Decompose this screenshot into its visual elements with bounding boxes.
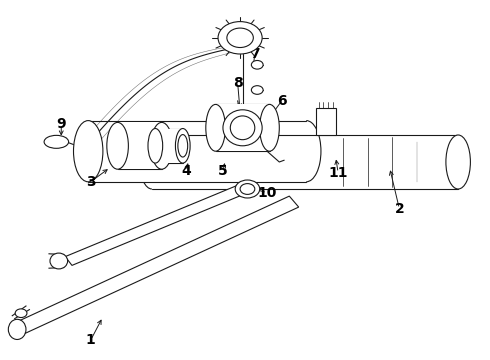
Ellipse shape xyxy=(74,121,103,182)
Text: 7: 7 xyxy=(250,47,260,61)
Polygon shape xyxy=(118,122,162,169)
Polygon shape xyxy=(12,196,299,335)
Ellipse shape xyxy=(44,135,69,148)
Text: 9: 9 xyxy=(56,117,66,131)
Ellipse shape xyxy=(235,180,260,198)
Polygon shape xyxy=(316,108,336,135)
Polygon shape xyxy=(88,121,306,182)
Ellipse shape xyxy=(178,135,188,157)
Ellipse shape xyxy=(8,319,26,339)
Ellipse shape xyxy=(260,104,279,151)
Ellipse shape xyxy=(175,129,190,163)
Polygon shape xyxy=(216,104,270,151)
Ellipse shape xyxy=(151,122,172,169)
Text: 6: 6 xyxy=(277,94,287,108)
Ellipse shape xyxy=(240,184,255,194)
Text: 2: 2 xyxy=(394,202,404,216)
Ellipse shape xyxy=(223,110,262,146)
Text: 3: 3 xyxy=(86,175,96,189)
Polygon shape xyxy=(152,135,458,189)
Ellipse shape xyxy=(251,86,263,94)
Ellipse shape xyxy=(218,22,262,54)
Polygon shape xyxy=(65,185,246,265)
Ellipse shape xyxy=(50,253,68,269)
Polygon shape xyxy=(155,129,183,163)
Ellipse shape xyxy=(206,104,225,151)
Polygon shape xyxy=(251,65,263,90)
Text: 4: 4 xyxy=(181,164,191,178)
Ellipse shape xyxy=(446,135,470,189)
Text: 10: 10 xyxy=(257,186,277,199)
Text: 11: 11 xyxy=(328,166,348,180)
Text: 1: 1 xyxy=(86,333,96,347)
Ellipse shape xyxy=(230,116,255,140)
Text: 5: 5 xyxy=(218,164,228,178)
Ellipse shape xyxy=(148,129,163,163)
Ellipse shape xyxy=(227,28,253,48)
Ellipse shape xyxy=(251,60,263,69)
Text: 8: 8 xyxy=(233,76,243,90)
Ellipse shape xyxy=(107,122,128,169)
Ellipse shape xyxy=(15,309,27,318)
